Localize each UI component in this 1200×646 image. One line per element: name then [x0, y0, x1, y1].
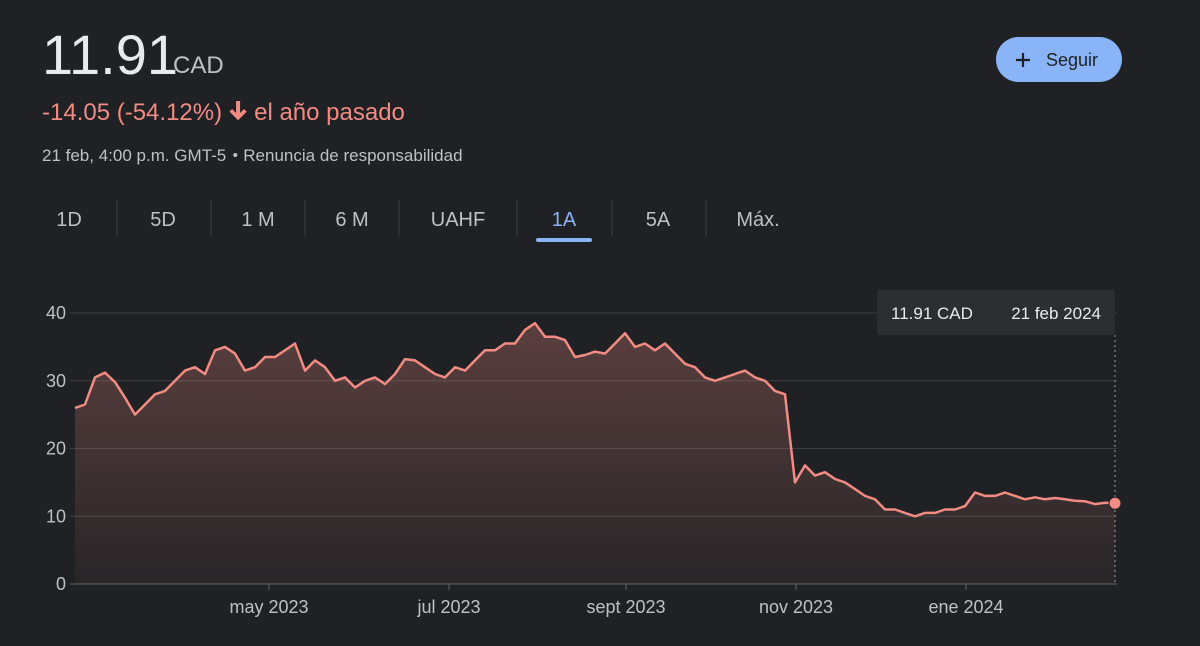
price-line	[74, 321, 1116, 518]
end-point	[1108, 496, 1122, 510]
timestamp: 21 feb, 4:00 p.m. GMT-5	[42, 146, 226, 165]
down-arrow	[229, 101, 247, 121]
x-tick-label: jul 2023	[416, 597, 480, 617]
y-tick-label: 30	[46, 371, 66, 391]
range-tabs: 1D 5D 1 M 6 M UAHF 1A 5A Máx.	[56, 200, 780, 242]
x-tick-label: may 2023	[229, 597, 308, 617]
plus-icon[interactable]	[1016, 53, 1030, 67]
x-tick-label: ene 2024	[928, 597, 1003, 617]
tooltip-bg	[877, 290, 1115, 335]
y-tick-label: 10	[46, 506, 66, 526]
range-tab[interactable]: 5D	[150, 209, 176, 231]
area-fill	[75, 323, 1115, 584]
follow-button[interactable]: Seguir	[996, 37, 1122, 82]
y-tick-label: 0	[56, 574, 66, 594]
range-tab[interactable]: 1A	[552, 209, 577, 231]
y-tick-label: 20	[46, 439, 66, 459]
change: -14.05 (-54.12%)	[42, 99, 222, 126]
y-tick-label: 40	[46, 303, 66, 323]
tooltip-price: 11.91 CAD	[891, 304, 973, 323]
range-tab[interactable]: 5A	[646, 209, 671, 231]
range-tab[interactable]: 1D	[56, 209, 82, 231]
currency: CAD	[173, 52, 224, 79]
separator-dot	[233, 153, 238, 157]
x-tick-label: sept 2023	[586, 597, 665, 617]
range-tab[interactable]: 6 M	[335, 209, 368, 231]
chart: 0 10 20 30 40 may 2023 jul 2023 sept 2023 nov 20…	[46, 290, 1122, 617]
range-tab[interactable]: Máx.	[736, 209, 779, 231]
button-bg[interactable]	[996, 37, 1122, 82]
price: 11.91	[42, 23, 178, 86]
tooltip-date: 21 feb 2024	[1011, 304, 1101, 323]
button-label[interactable]: Seguir	[1046, 50, 1098, 70]
period: el año pasado	[254, 99, 405, 126]
range-tab[interactable]: UAHF	[431, 209, 485, 231]
range-tab[interactable]: 1 M	[241, 209, 274, 231]
active-tab-indicator	[536, 238, 592, 242]
x-tick-label: nov 2023	[759, 597, 833, 617]
disclaimer-link[interactable]: Renuncia de responsabilidad	[243, 146, 462, 165]
